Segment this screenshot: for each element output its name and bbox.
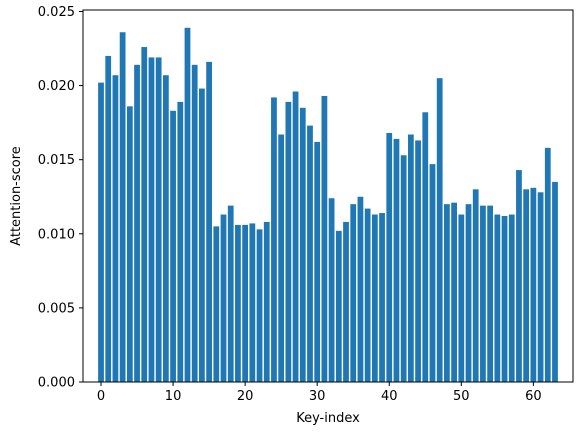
x-tick-label: 60 xyxy=(525,389,542,404)
bar xyxy=(508,214,515,382)
bar xyxy=(523,189,530,382)
bar xyxy=(98,82,104,382)
bar xyxy=(249,223,256,382)
y-tick-label: 0.010 xyxy=(38,227,75,242)
y-tick-label: 0.020 xyxy=(38,79,75,94)
bar xyxy=(191,64,198,382)
bar xyxy=(141,47,148,383)
bar xyxy=(487,205,494,382)
bar xyxy=(343,221,349,382)
bar xyxy=(444,204,450,382)
bar xyxy=(480,205,486,382)
bar xyxy=(134,64,140,382)
bar xyxy=(227,205,234,382)
bar xyxy=(415,140,421,382)
bar xyxy=(235,224,241,382)
bar xyxy=(213,226,220,382)
bar xyxy=(206,61,212,383)
bar xyxy=(544,147,551,382)
bar xyxy=(407,134,414,382)
bar xyxy=(307,125,313,382)
bar xyxy=(371,214,378,382)
y-tick-label: 0.015 xyxy=(38,153,75,168)
bar xyxy=(278,134,285,382)
bar xyxy=(436,78,443,383)
bar xyxy=(357,196,364,382)
bar xyxy=(451,202,457,382)
bar xyxy=(516,170,522,382)
x-tick-label: 20 xyxy=(237,389,254,404)
y-tick-label: 0.005 xyxy=(38,301,75,316)
bar xyxy=(148,57,155,382)
bar xyxy=(155,57,162,382)
bar xyxy=(494,214,501,382)
y-axis-label: Attention-score xyxy=(9,146,24,246)
bar xyxy=(199,88,205,382)
x-tick-label: 0 xyxy=(97,389,105,404)
bar xyxy=(220,214,227,382)
y-tick-label: 0.000 xyxy=(38,376,75,391)
bar xyxy=(314,141,321,382)
x-tick-label: 50 xyxy=(453,389,470,404)
bar xyxy=(328,198,335,382)
bar xyxy=(271,97,277,382)
bar xyxy=(119,32,126,382)
bar xyxy=(429,164,436,382)
bar xyxy=(285,101,292,383)
bar xyxy=(465,204,472,382)
bars-group xyxy=(98,27,558,383)
bar xyxy=(422,112,429,383)
y-tick-label: 0.025 xyxy=(38,5,75,20)
x-axis-ticks: 0 10 20 30 40 50 60 xyxy=(97,382,542,404)
bar xyxy=(393,138,400,382)
bar xyxy=(126,106,133,383)
bar xyxy=(501,216,508,382)
x-tick-label: 30 xyxy=(309,389,326,404)
bar xyxy=(335,230,342,382)
bar xyxy=(364,208,371,382)
plot-frame xyxy=(82,9,574,383)
x-tick-label: 10 xyxy=(165,389,182,404)
bar xyxy=(292,91,299,382)
x-axis-label: Key-index xyxy=(296,411,360,426)
bar xyxy=(256,229,263,382)
bar xyxy=(242,224,249,382)
bar xyxy=(537,192,544,382)
bar xyxy=(530,187,537,382)
bar xyxy=(552,181,558,382)
bar xyxy=(386,133,393,382)
bar xyxy=(321,95,328,383)
bar xyxy=(162,75,169,383)
y-axis-ticks: 0.000 0.005 0.010 0.015 0.020 0.025 xyxy=(38,5,83,391)
bar xyxy=(105,55,112,383)
bar xyxy=(184,27,191,383)
bar xyxy=(299,107,306,382)
bar xyxy=(177,101,184,383)
bar xyxy=(472,189,479,382)
x-tick-label: 40 xyxy=(381,389,398,404)
bar xyxy=(112,75,119,383)
bar xyxy=(170,110,176,382)
bar xyxy=(458,214,465,382)
bar xyxy=(263,221,270,382)
bar xyxy=(379,213,385,382)
bar xyxy=(400,155,407,382)
bar xyxy=(350,204,357,382)
